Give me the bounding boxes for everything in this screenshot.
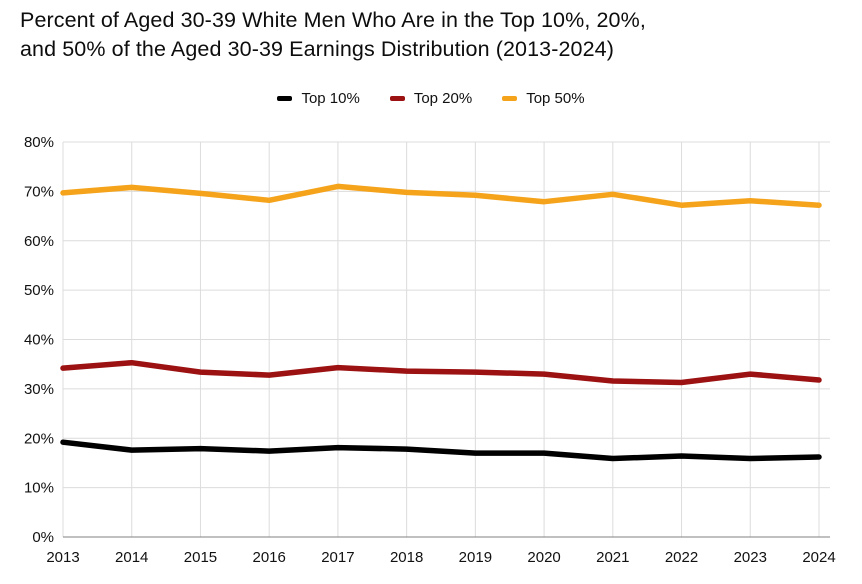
chart-title-line-2: and 50% of the Aged 30-39 Earnings Distr… — [20, 36, 614, 61]
x-axis-tick-label: 2017 — [321, 549, 354, 566]
legend-label-top-50: Top 50% — [526, 90, 585, 107]
y-axis-tick-label: 80% — [24, 134, 54, 151]
chart-title-line-1: Percent of Aged 30-39 White Men Who Are … — [20, 8, 646, 32]
x-axis-tick-label: 2014 — [115, 549, 148, 566]
x-axis-tick-label: 2013 — [46, 549, 79, 566]
legend-swatch-top-10 — [277, 96, 293, 101]
y-axis-tick-label: 50% — [24, 282, 54, 299]
y-axis-tick-label: 30% — [24, 381, 54, 398]
series-line-top-20- — [60, 359, 822, 386]
legend-swatch-top-50 — [502, 96, 518, 101]
legend-label-top-10: Top 10% — [301, 90, 360, 107]
x-axis-tick-label: 2019 — [459, 549, 492, 566]
chart-title: Percent of Aged 30-39 White Men Who Are … — [20, 6, 850, 63]
y-axis-tick-label: 70% — [24, 183, 54, 200]
legend-item-top-20: Top 20% — [389, 90, 473, 107]
x-axis-tick-label: 2015 — [184, 549, 217, 566]
y-axis-tick-label: 20% — [24, 430, 54, 447]
series-line-top-50- — [60, 183, 822, 208]
x-axis-tick-label: 2024 — [802, 549, 835, 566]
y-axis-tick-label: 10% — [24, 480, 54, 497]
x-axis-tick-label: 2022 — [665, 549, 698, 566]
x-axis-tick-label: 2016 — [252, 549, 285, 566]
legend-swatch-top-20 — [389, 96, 405, 101]
legend-item-top-50: Top 50% — [502, 90, 585, 107]
y-axis-tick-label: 0% — [32, 529, 54, 546]
legend-item-top-10: Top 10% — [277, 90, 360, 107]
x-axis-tick-label: 2021 — [596, 549, 629, 566]
y-axis-tick-label: 40% — [24, 332, 54, 349]
x-axis-tick-label: 2023 — [734, 549, 767, 566]
x-axis-tick-label: 2018 — [390, 549, 423, 566]
x-axis-tick-label: 2020 — [527, 549, 560, 566]
y-axis-tick-label: 60% — [24, 233, 54, 250]
chart-legend: Top 10% Top 20% Top 50% — [0, 90, 862, 107]
legend-label-top-20: Top 20% — [413, 90, 473, 107]
series-line-top-10- — [60, 439, 822, 462]
